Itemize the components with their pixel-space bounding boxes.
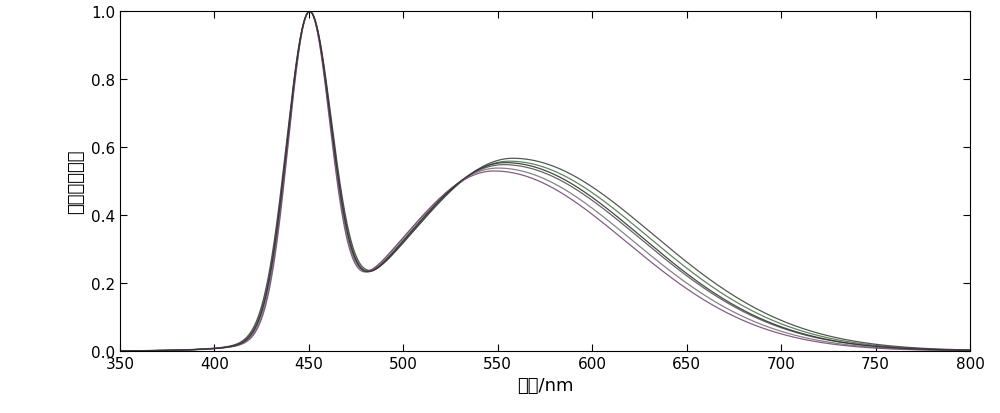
Y-axis label: 相对光谱强度: 相对光谱强度 <box>67 150 85 214</box>
X-axis label: 波长/nm: 波长/nm <box>517 376 573 394</box>
